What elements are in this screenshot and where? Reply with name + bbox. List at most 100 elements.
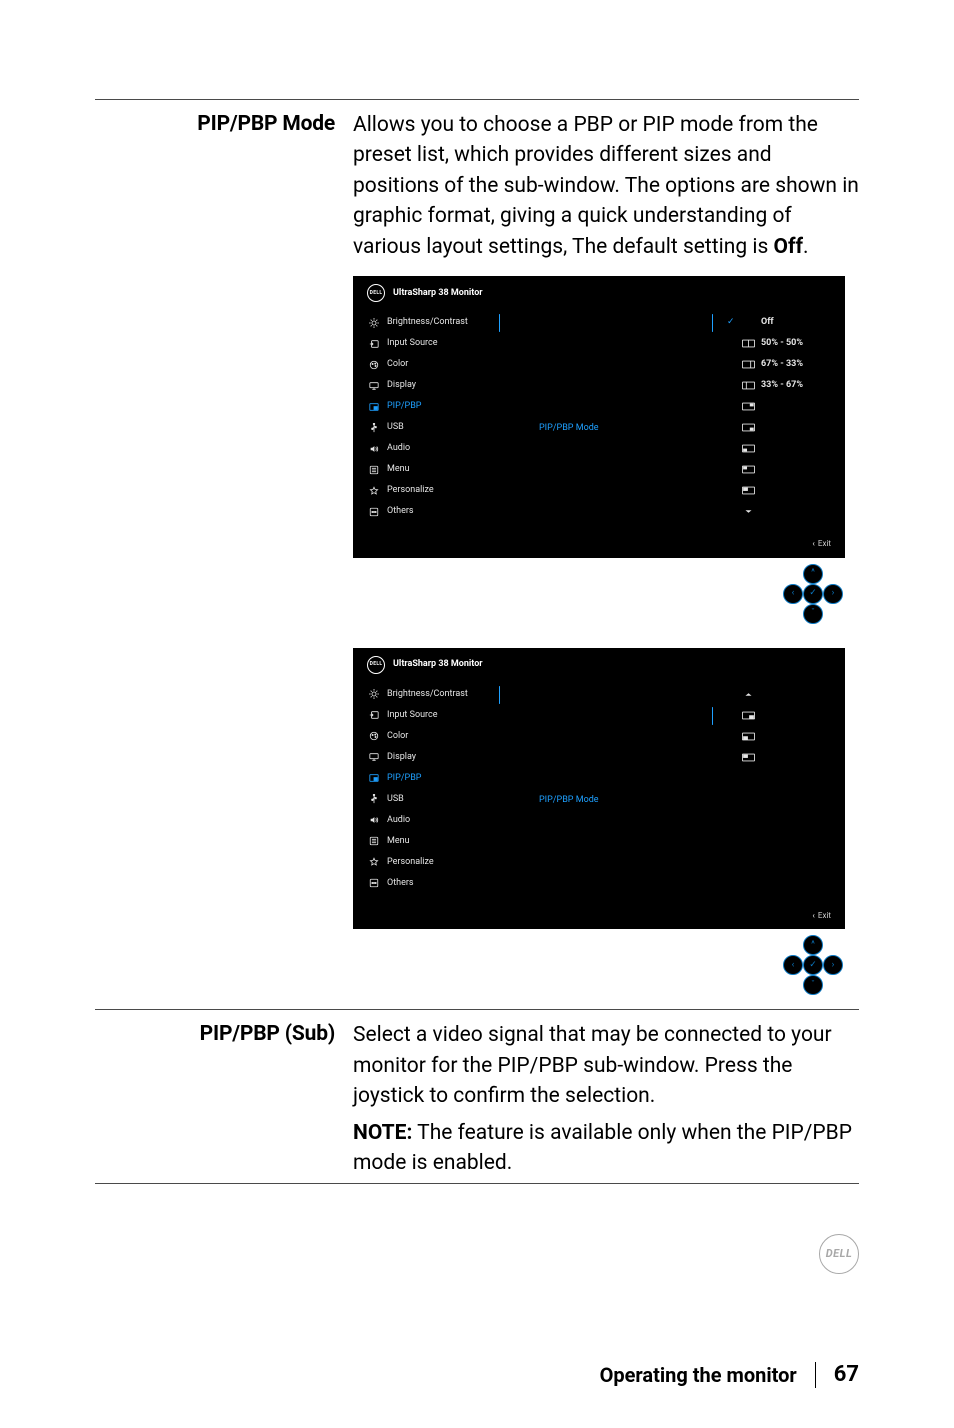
osd-option: 50% - 50%	[727, 333, 831, 354]
osd-menu-item: Brightness/Contrast	[367, 312, 499, 333]
osd-menu-label: PIP/PBP	[387, 400, 421, 413]
audio-icon	[367, 444, 381, 454]
sun-icon	[367, 318, 381, 328]
selection-bar-icon	[499, 314, 500, 332]
layout-icon	[739, 402, 757, 411]
osd-menu-list: Brightness/Contrast Input Source Color Disp…	[367, 684, 499, 894]
others-icon	[367, 878, 381, 888]
osd-menu-item: Audio	[367, 810, 499, 831]
others-icon	[367, 507, 381, 517]
osd-title: UltraSharp 38 Monitor	[393, 658, 483, 671]
osd-mid-label: PIP/PBP Mode	[539, 794, 599, 807]
osd-header: DELL UltraSharp 38 Monitor	[353, 648, 845, 682]
osd-menu-item: Display	[367, 747, 499, 768]
osd-menu-label: Brightness/Contrast	[387, 688, 468, 701]
check-icon: ✓	[727, 316, 739, 329]
footer-title: Operating the monitor	[600, 1363, 797, 1387]
osd-menu-label: Menu	[387, 835, 410, 848]
palette-icon	[367, 731, 381, 741]
section-pip-pbp-mode: PIP/PBP Mode Allows you to choose a PBP …	[95, 110, 859, 1005]
osd-option	[727, 726, 831, 747]
osd-menu-label: Display	[387, 751, 416, 764]
input-icon	[367, 710, 381, 720]
usb-icon	[367, 794, 381, 804]
osd-option	[727, 438, 831, 459]
osd-menu-item: PIP/PBP	[367, 396, 499, 417]
layout-icon	[739, 423, 757, 432]
osd-menu-label: Color	[387, 730, 408, 743]
section-divider	[95, 1183, 859, 1184]
menu-icon	[367, 465, 381, 475]
osd-menu-label: Color	[387, 358, 408, 371]
usb-icon	[367, 423, 381, 433]
osd-menu-item: Audio	[367, 438, 499, 459]
osd-menu-label: Others	[387, 505, 414, 518]
osd-menu-item: Others	[367, 501, 499, 522]
osd-option: ✓Off	[727, 312, 831, 333]
osd-menu-label: Brightness/Contrast	[387, 316, 468, 329]
osd-option	[727, 459, 831, 480]
layout-icon	[739, 690, 757, 699]
osd-menu-item: Color	[367, 354, 499, 375]
layout-icon	[739, 381, 757, 390]
osd-exit: ‹Exit	[353, 532, 845, 558]
display-icon	[367, 381, 381, 391]
layout-icon	[739, 486, 757, 495]
layout-icon	[739, 507, 757, 516]
option-label: 33% - 67%	[761, 379, 803, 392]
osd-menu-item: Personalize	[367, 480, 499, 501]
audio-icon	[367, 815, 381, 825]
star-icon	[367, 857, 381, 867]
osd-menu-label: PIP/PBP	[387, 772, 421, 785]
selection-bar-icon	[712, 314, 713, 332]
osd-middle-pane: PIP/PBP Mode	[499, 312, 727, 522]
menu-icon	[367, 836, 381, 846]
osd-screenshot-1: DELL UltraSharp 38 Monitor Brightness/Co…	[353, 276, 845, 558]
osd-title: UltraSharp 38 Monitor	[393, 287, 483, 300]
osd-menu-label: Audio	[387, 442, 410, 455]
osd-header: DELL UltraSharp 38 Monitor	[353, 276, 845, 310]
osd-exit: ‹Exit	[353, 904, 845, 930]
osd-options-list	[727, 684, 831, 894]
osd-mid-label: PIP/PBP Mode	[539, 422, 599, 435]
section-divider	[95, 1009, 859, 1010]
layout-icon	[739, 465, 757, 474]
osd-menu-label: USB	[387, 793, 404, 806]
osd-middle-pane: PIP/PBP Mode	[499, 684, 727, 894]
dell-logo-icon: DELL	[819, 1234, 859, 1274]
page-number: 67	[834, 1362, 859, 1387]
display-icon	[367, 752, 381, 762]
osd-menu-label: Input Source	[387, 337, 438, 350]
osd-option	[727, 684, 831, 705]
osd-screenshot-2: DELL UltraSharp 38 Monitor Brightness/Co…	[353, 648, 845, 930]
selection-bar-icon	[499, 686, 500, 704]
section-label: PIP/PBP (Sub)	[95, 1020, 353, 1046]
osd-menu-item: Input Source	[367, 333, 499, 354]
note-text: NOTE: The feature is available only when…	[353, 1118, 859, 1179]
option-label: 50% - 50%	[761, 337, 803, 350]
osd-menu-item: USB	[367, 417, 499, 438]
joystick-dpad-icon: ^ ‹ ✓ › ˇ	[785, 566, 841, 622]
section-pip-pbp-sub: PIP/PBP (Sub) Select a video signal that…	[95, 1020, 859, 1178]
osd-menu-label: Audio	[387, 814, 410, 827]
selection-bar-icon	[712, 707, 713, 725]
osd-option	[727, 501, 831, 522]
osd-menu-item: Brightness/Contrast	[367, 684, 499, 705]
layout-icon	[739, 753, 757, 762]
body-bold: Off	[774, 235, 804, 259]
page-footer: Operating the monitor 67	[95, 1362, 859, 1388]
osd-menu-item: Input Source	[367, 705, 499, 726]
osd-option	[727, 705, 831, 726]
section-label: PIP/PBP Mode	[95, 110, 353, 136]
footer-separator	[815, 1362, 816, 1388]
layout-icon	[739, 732, 757, 741]
osd-option: 67% - 33%	[727, 354, 831, 375]
dell-badge-icon: DELL	[367, 656, 385, 674]
joystick-dpad-icon: ^ ‹ ✓ › ˇ	[785, 937, 841, 993]
osd-menu-label: Input Source	[387, 709, 438, 722]
pip-icon	[367, 773, 381, 783]
osd-menu-label: USB	[387, 421, 404, 434]
option-label: 67% - 33%	[761, 358, 803, 371]
body-post: .	[803, 235, 809, 259]
pip-icon	[367, 402, 381, 412]
